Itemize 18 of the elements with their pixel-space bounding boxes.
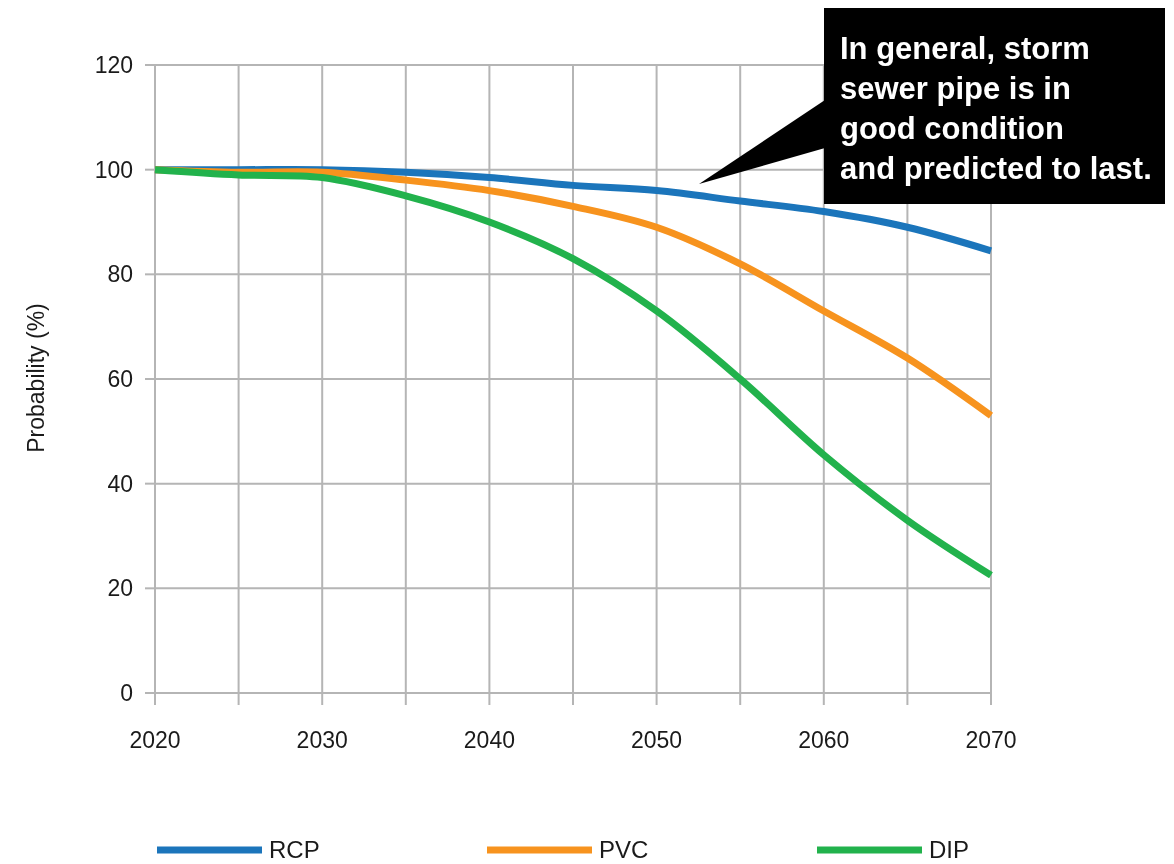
legend-label: RCP	[269, 836, 320, 864]
y-tick-label: 80	[107, 261, 133, 288]
x-tick-label: 2050	[631, 727, 683, 753]
y-tick-label: 60	[107, 366, 133, 393]
x-tick-label: 2070	[965, 727, 1017, 753]
y-tick-label: 20	[107, 575, 133, 602]
y-tick-label: 40	[107, 470, 133, 497]
y-tick-label: 100	[94, 156, 133, 183]
y-tick-label: 120	[94, 52, 133, 79]
legend-label: PVC	[599, 836, 649, 864]
x-tick-label: 2060	[798, 727, 850, 753]
y-axis-title: Probability (%)	[23, 303, 49, 453]
legend-label: DIP	[929, 836, 970, 864]
x-tick-label: 2040	[463, 727, 515, 753]
annotation: In general, storm sewer pipe is in good condition and predicted to last.	[840, 31, 1152, 186]
x-tick-label: 2020	[129, 727, 181, 753]
y-tick-label: 0	[120, 680, 133, 707]
x-tick-label: 2030	[296, 727, 348, 753]
